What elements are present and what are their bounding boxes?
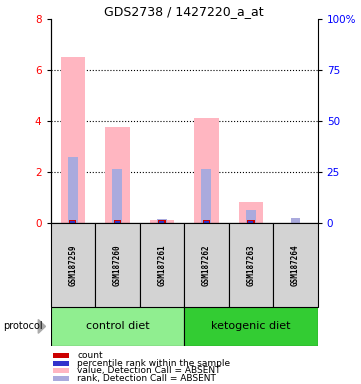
Bar (204, 221, 209, 223)
Bar (246, 210, 256, 223)
Bar (51, 223, 95, 307)
Bar (247, 220, 255, 223)
Text: percentile rank within the sample: percentile rank within the sample (77, 359, 230, 368)
Bar (201, 169, 211, 223)
Bar (53, 361, 69, 366)
Bar (248, 221, 253, 223)
Text: control diet: control diet (86, 321, 149, 331)
Bar (112, 169, 122, 223)
Text: protocol: protocol (4, 321, 43, 331)
Text: GSM187262: GSM187262 (202, 244, 211, 286)
Text: GSM187264: GSM187264 (291, 244, 300, 286)
Bar (68, 157, 78, 223)
Bar (194, 118, 219, 223)
Bar (69, 220, 77, 223)
Bar (229, 223, 273, 307)
Bar (184, 307, 318, 346)
Bar (157, 219, 167, 223)
Bar (95, 223, 140, 307)
Bar (53, 376, 69, 381)
Text: value, Detection Call = ABSENT: value, Detection Call = ABSENT (77, 366, 221, 376)
Text: GSM187259: GSM187259 (68, 244, 77, 286)
Bar (149, 220, 174, 223)
Bar (140, 223, 184, 307)
Bar (291, 218, 300, 223)
Bar (158, 220, 166, 223)
Bar (53, 369, 69, 373)
Text: GSM187260: GSM187260 (113, 244, 122, 286)
Bar (114, 220, 121, 223)
Text: rank, Detection Call = ABSENT: rank, Detection Call = ABSENT (77, 374, 216, 383)
Bar (160, 221, 164, 223)
Bar (70, 221, 75, 223)
Bar (239, 202, 263, 223)
Bar (61, 57, 85, 223)
Bar (105, 127, 130, 223)
Text: ketogenic diet: ketogenic diet (211, 321, 291, 331)
Text: GSM187263: GSM187263 (247, 244, 255, 286)
Text: count: count (77, 351, 103, 360)
Bar (53, 353, 69, 358)
Bar (184, 223, 229, 307)
Bar (203, 220, 210, 223)
Text: GSM187261: GSM187261 (157, 244, 166, 286)
Bar (115, 221, 120, 223)
Bar (51, 307, 184, 346)
Bar (273, 223, 318, 307)
Title: GDS2738 / 1427220_a_at: GDS2738 / 1427220_a_at (104, 5, 264, 18)
